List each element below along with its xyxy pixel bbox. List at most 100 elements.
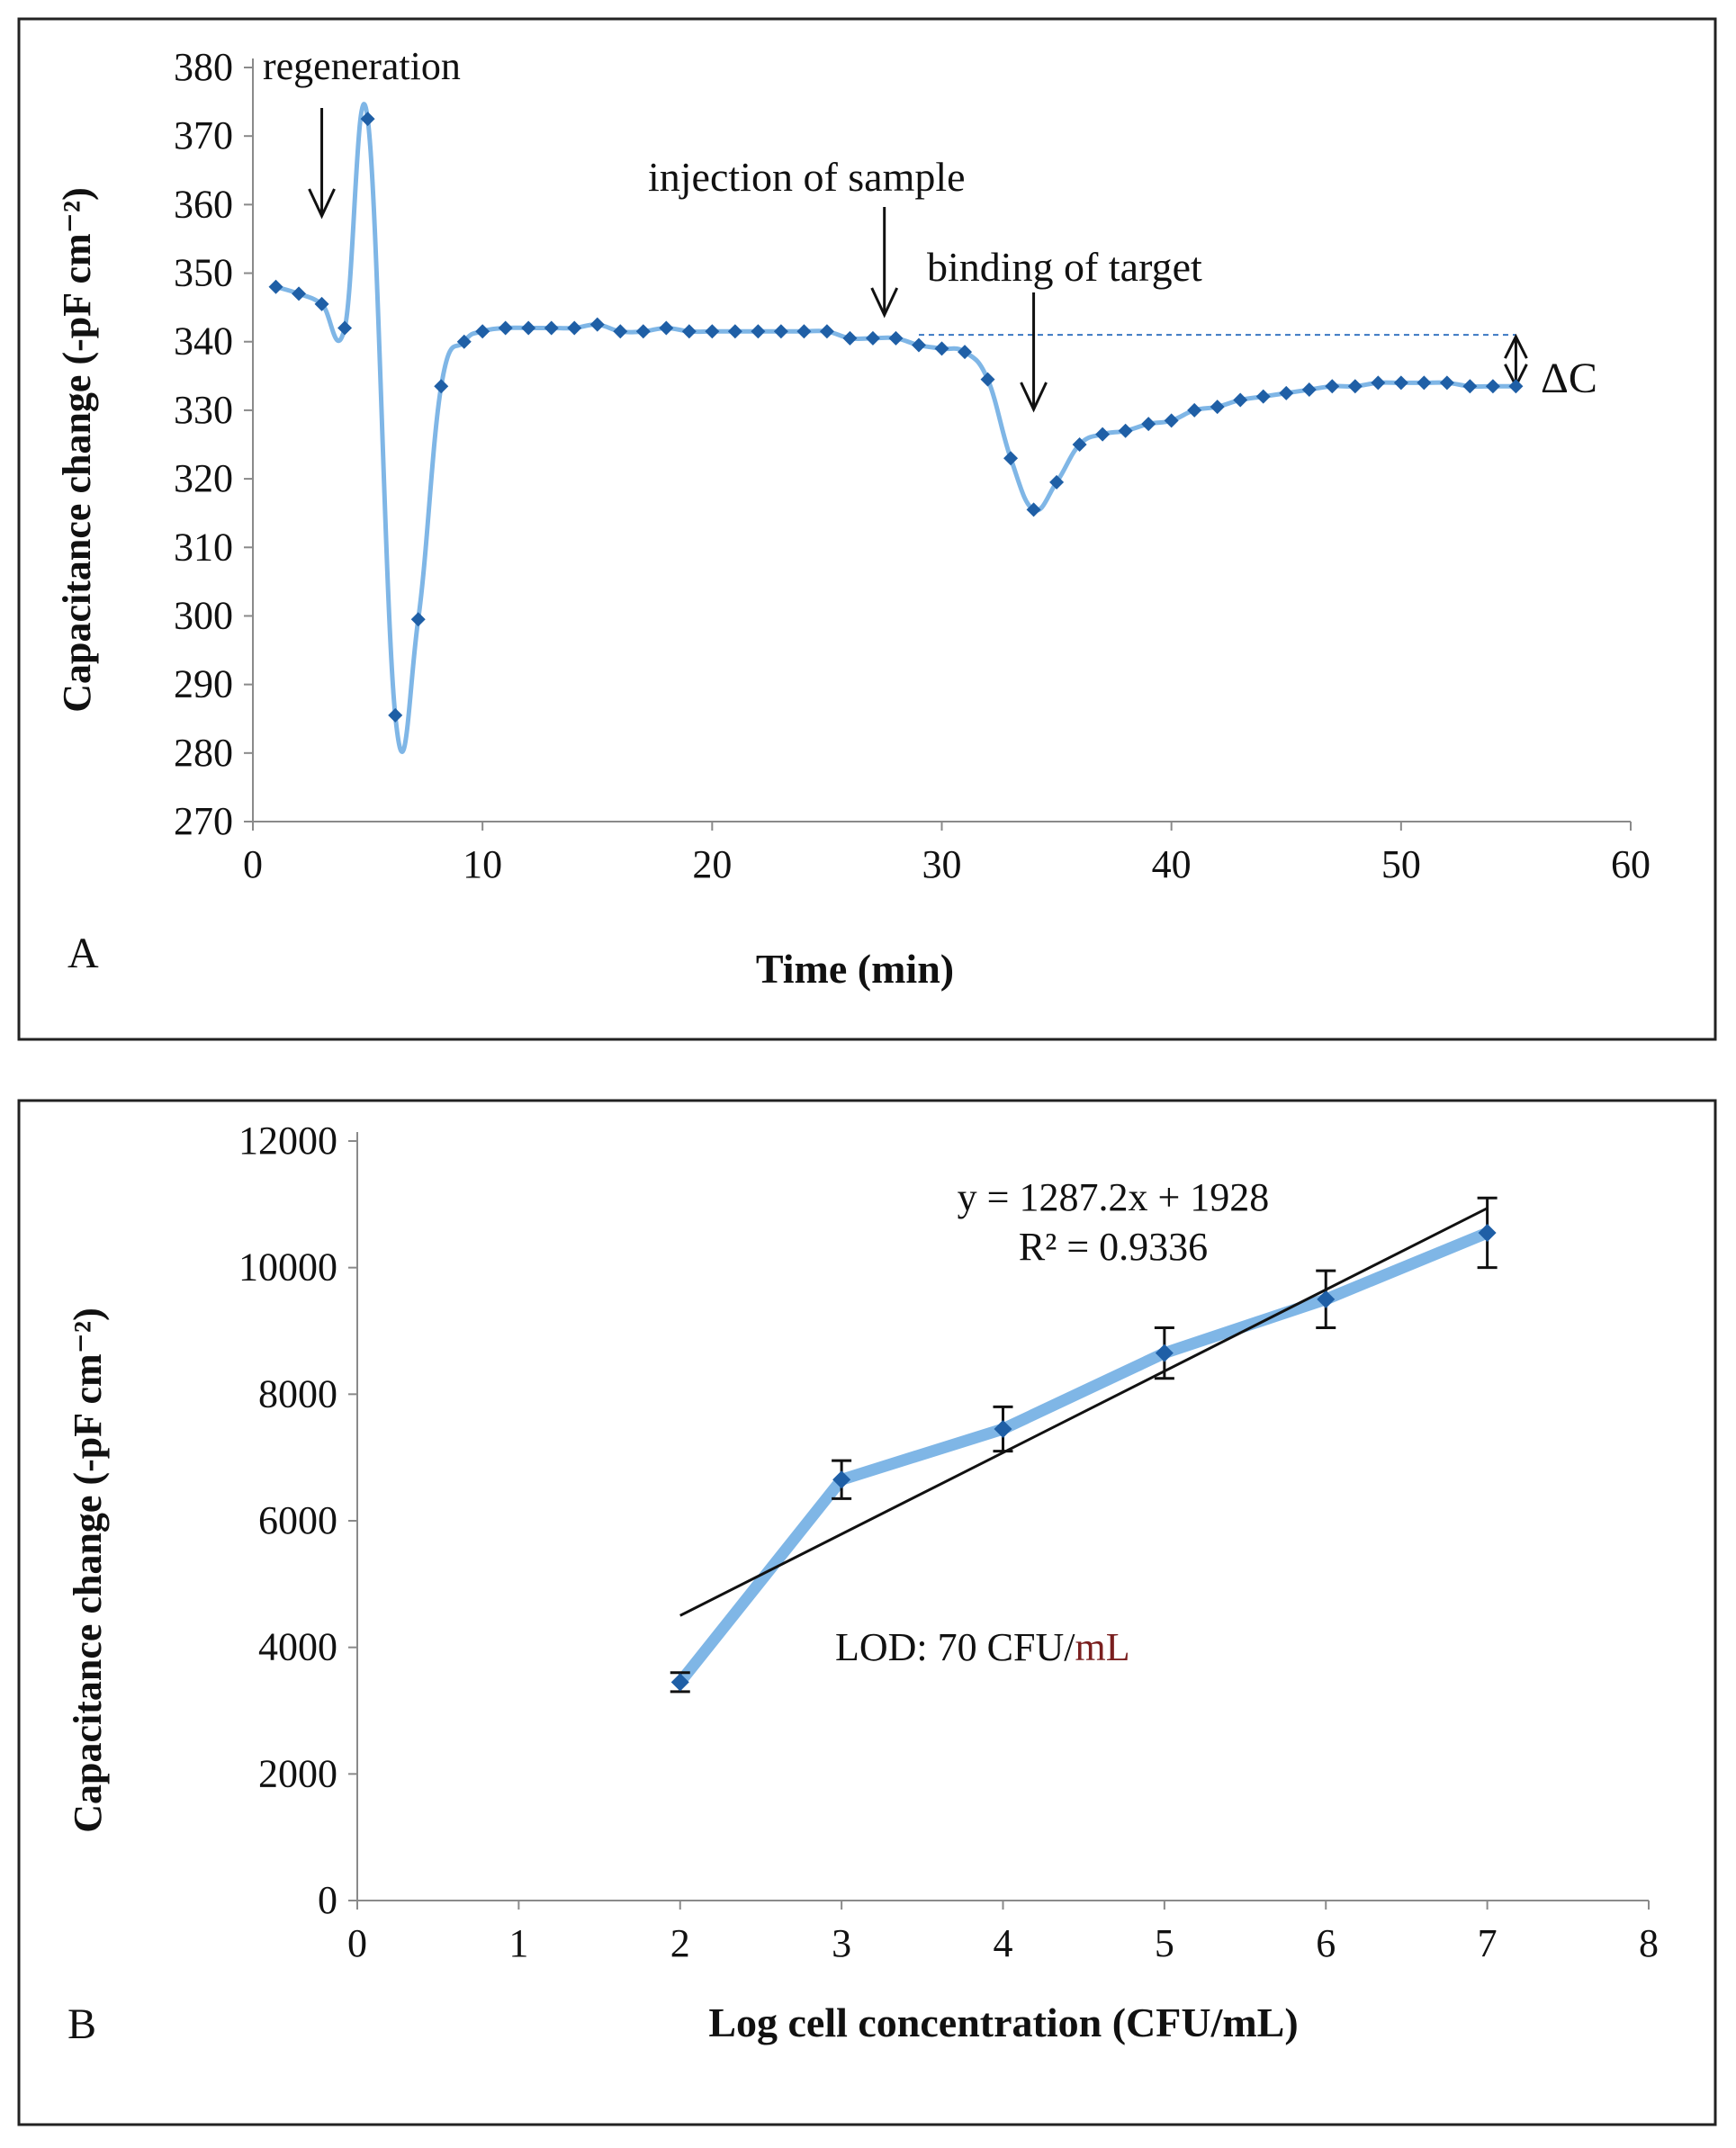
data-point — [1393, 375, 1408, 391]
data-point — [635, 324, 651, 339]
trendline-r-squared: R² = 0.9336 — [1019, 1225, 1208, 1269]
data-point — [1462, 379, 1478, 394]
data-point — [842, 330, 858, 346]
data-point — [727, 324, 742, 339]
x-tick-label: 20 — [692, 842, 732, 886]
injection-arrow-head — [870, 287, 899, 319]
data-point — [1072, 437, 1087, 452]
y-tick-label: 310 — [174, 525, 233, 569]
data-point — [1485, 379, 1500, 394]
data-point — [1417, 375, 1432, 391]
data-point — [832, 1470, 851, 1489]
annotation-delta-c: ΔC — [1541, 355, 1597, 402]
data-point — [1155, 1344, 1174, 1362]
x-tick-label: 30 — [922, 842, 962, 886]
data-point — [567, 320, 582, 336]
panel-a-annotation-marks — [308, 108, 1528, 413]
data-point — [292, 286, 307, 301]
y-tick-label: 380 — [174, 45, 233, 89]
regeneration-arrow-head — [308, 188, 336, 220]
x-tick-label: 0 — [243, 842, 263, 886]
x-tick-label: 2 — [670, 1921, 690, 1965]
data-point — [1439, 375, 1454, 391]
y-tick-label: 330 — [174, 388, 233, 432]
data-point — [337, 320, 353, 336]
data-point — [865, 330, 880, 346]
x-tick-label: 3 — [832, 1921, 851, 1965]
data-point — [705, 324, 720, 339]
x-tick-label: 10 — [463, 842, 502, 886]
y-tick-label: 280 — [174, 731, 233, 775]
panel-b-y-axis-label: Capacitance change (-pF cm⁻²) — [66, 1308, 110, 1832]
panel-b-frame — [17, 1099, 1717, 2126]
annotation-binding-of-target: binding of target — [927, 244, 1202, 290]
data-point — [819, 324, 834, 339]
data-point — [521, 320, 536, 336]
data-point — [1026, 502, 1041, 517]
y-tick-label: 10000 — [238, 1245, 337, 1290]
data-point — [1003, 451, 1019, 466]
series-line — [274, 102, 1516, 755]
y-tick-label: 290 — [174, 662, 233, 706]
data-point — [1325, 379, 1340, 394]
x-tick-label: 0 — [347, 1921, 367, 1965]
y-tick-label: 360 — [174, 182, 233, 226]
y-tick-label: 6000 — [258, 1498, 337, 1542]
x-tick-label: 7 — [1478, 1921, 1498, 1965]
panel-a-series — [268, 102, 1524, 755]
y-tick-label: 370 — [174, 113, 233, 157]
panel-b-y-ticks: 0 2000 4000 6000 8000 10000 12000 — [238, 1119, 357, 1922]
data-point — [589, 317, 605, 332]
panel-a-x-ticks: 0 10 20 30 40 50 60 — [243, 822, 1651, 886]
data-point — [475, 324, 490, 339]
delta-c-arrow-head-top — [1504, 333, 1528, 359]
x-tick-label: 5 — [1155, 1921, 1174, 1965]
data-point — [613, 324, 628, 339]
panel-a-x-axis-label: Time (min) — [756, 946, 954, 992]
data-point — [911, 337, 926, 353]
panel-b-x-ticks: 0 1 2 3 4 5 6 7 8 — [347, 1901, 1659, 1965]
data-point — [796, 324, 812, 339]
panel-a-label: A — [67, 930, 99, 977]
y-tick-label: 4000 — [258, 1625, 337, 1669]
panel-b-label: B — [67, 2000, 96, 2048]
data-point — [1049, 474, 1065, 490]
data-point — [1371, 375, 1386, 391]
binding-arrow-head — [1020, 382, 1048, 413]
panel-b-series — [670, 1196, 1498, 1694]
data-point — [268, 279, 283, 294]
y-tick-label: 340 — [174, 319, 233, 364]
data-point — [410, 612, 426, 627]
y-tick-label: 0 — [318, 1878, 337, 1922]
panel-b-trendline — [679, 1207, 1489, 1617]
data-point — [434, 379, 449, 394]
panel-a-y-ticks: 270 280 290 300 310 320 330 340 350 360 370 380 — [174, 45, 253, 843]
data-point — [1508, 379, 1524, 394]
data-point — [934, 341, 949, 356]
x-tick-label: 4 — [994, 1921, 1013, 1965]
lod-text: LOD: 70 CFU/mL — [835, 1625, 1130, 1669]
data-point — [1095, 427, 1111, 442]
y-tick-label: 2000 — [258, 1751, 337, 1795]
data-point — [544, 320, 559, 336]
y-tick-label: 12000 — [238, 1119, 337, 1163]
y-tick-label: 270 — [174, 799, 233, 843]
data-point — [1301, 382, 1317, 398]
y-tick-label: 320 — [174, 456, 233, 500]
data-point — [1347, 379, 1363, 394]
data-point — [1210, 400, 1225, 415]
series-line — [674, 1227, 1494, 1688]
x-tick-label: 50 — [1381, 842, 1421, 886]
x-tick-label: 1 — [508, 1921, 528, 1965]
data-point — [773, 324, 788, 339]
data-point — [456, 334, 472, 349]
panel-a-frame — [17, 17, 1717, 1041]
lod-text-prefix: LOD: 70 CFU/ — [835, 1625, 1075, 1669]
data-point — [681, 324, 697, 339]
lod-text-unit: mL — [1075, 1625, 1129, 1669]
data-point — [659, 320, 674, 336]
x-tick-label: 60 — [1611, 842, 1651, 886]
x-tick-label: 6 — [1316, 1921, 1336, 1965]
